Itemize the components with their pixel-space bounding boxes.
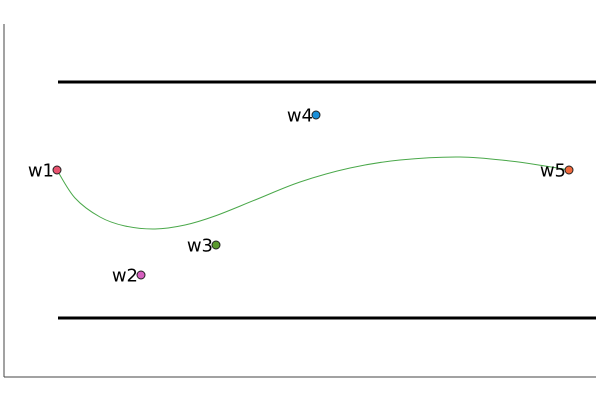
trajectory-path — [56, 156, 570, 230]
waypoint-label-w4: w4 — [287, 106, 313, 127]
axes — [3, 24, 596, 378]
waypoint-label-w2: w2 — [112, 266, 138, 287]
waypoint-w1 — [52, 165, 62, 175]
waypoint-label-w5: w5 — [540, 161, 566, 182]
waypoint-label-w1: w1 — [28, 161, 54, 182]
waypoint-label-w3: w3 — [187, 236, 213, 257]
waypoint-w2 — [136, 270, 146, 280]
boundary-lines — [58, 80, 596, 320]
waypoint-w3 — [211, 240, 221, 250]
waypoint-w4 — [311, 110, 321, 120]
waypoint-w5 — [564, 165, 574, 175]
waypoint-layer: w1 w2 w3 w4 w5 — [28, 106, 574, 287]
path-layer — [56, 156, 570, 230]
